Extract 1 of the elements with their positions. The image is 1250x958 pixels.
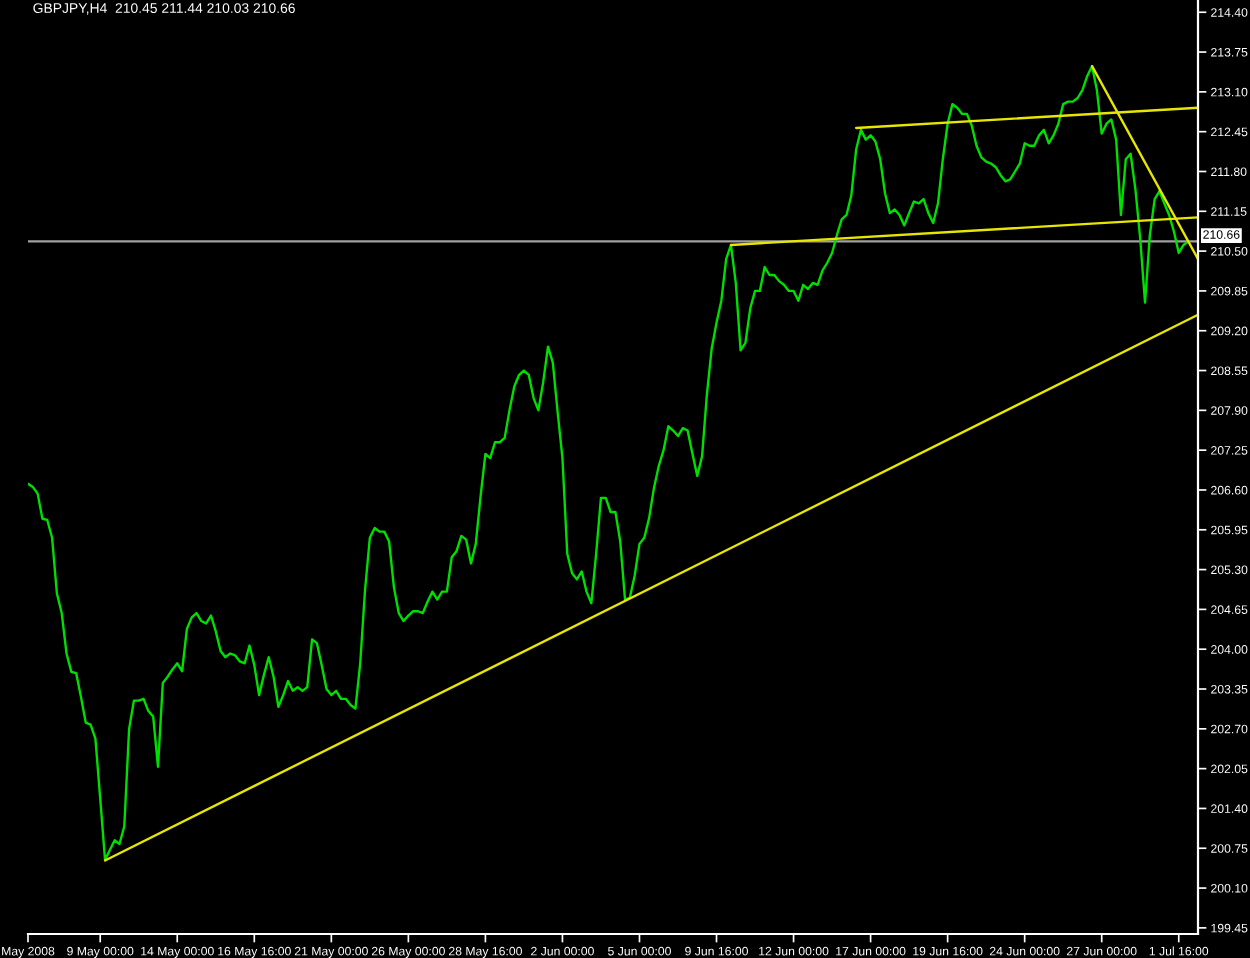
line-series [28,64,1190,862]
